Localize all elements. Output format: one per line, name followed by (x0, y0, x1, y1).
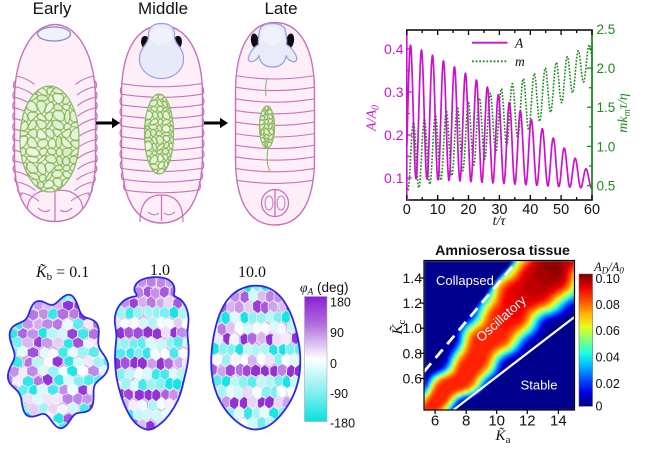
svg-text:Collapsed: Collapsed (436, 273, 494, 288)
svg-text:0.06: 0.06 (596, 324, 620, 338)
svg-text:Stable: Stable (521, 378, 558, 393)
svg-text:2.0: 2.0 (597, 61, 616, 76)
svg-text:0.4: 0.4 (384, 41, 404, 57)
svg-text:1.4: 1.4 (403, 270, 423, 286)
svg-text:K̃b = 0.1: K̃b = 0.1 (35, 263, 89, 283)
svg-text:180: 180 (330, 295, 351, 309)
svg-text:0.6: 0.6 (403, 370, 423, 386)
svg-text:8: 8 (462, 413, 470, 430)
svg-text:14: 14 (550, 413, 567, 430)
svg-text:1.0: 1.0 (597, 139, 616, 154)
svg-text:10.0: 10.0 (238, 264, 266, 281)
svg-text:Amnioserosa tissue: Amnioserosa tissue (435, 243, 570, 259)
svg-text:0.10: 0.10 (596, 272, 620, 286)
svg-text:K̃c: K̃c (390, 319, 408, 335)
svg-text:-180: -180 (330, 417, 355, 431)
svg-text:A: A (514, 36, 524, 51)
svg-text:0: 0 (403, 202, 411, 218)
svg-text:0.1: 0.1 (384, 170, 404, 186)
svg-text:12: 12 (519, 413, 536, 430)
svg-text:6: 6 (431, 413, 439, 430)
svg-text:10: 10 (488, 413, 505, 430)
svg-text:1.0: 1.0 (150, 262, 170, 279)
svg-text:-90: -90 (330, 387, 348, 401)
svg-text:40: 40 (522, 202, 538, 218)
svg-text:0.08: 0.08 (596, 298, 620, 312)
svg-text:0.02: 0.02 (596, 377, 620, 391)
svg-text:0: 0 (330, 357, 337, 371)
svg-text:1.2: 1.2 (403, 295, 423, 311)
svg-text:20: 20 (460, 202, 476, 218)
svg-text:10: 10 (430, 202, 446, 218)
svg-text:1.0: 1.0 (403, 320, 423, 336)
svg-text:0.5: 0.5 (597, 179, 616, 194)
svg-text:90: 90 (330, 326, 344, 340)
svg-text:m: m (515, 54, 525, 69)
svg-text:0: 0 (596, 400, 603, 414)
svg-text:t/τ: t/τ (493, 214, 507, 229)
svg-text:A/A0: A/A0 (365, 105, 382, 132)
svg-text:50: 50 (553, 202, 569, 218)
svg-text:Early: Early (33, 0, 72, 18)
svg-text:1.5: 1.5 (597, 100, 616, 115)
svg-text:mkmτ/η: mkmτ/η (616, 93, 633, 132)
svg-text:60: 60 (584, 202, 600, 218)
svg-text:AD/A0: AD/A0 (593, 260, 624, 276)
svg-text:Middle: Middle (138, 0, 188, 18)
svg-text:0.8: 0.8 (403, 345, 423, 361)
svg-text:0.3: 0.3 (384, 84, 404, 100)
svg-text:2.5: 2.5 (597, 22, 616, 37)
svg-text:K̃a: K̃a (495, 428, 511, 446)
svg-text:0.2: 0.2 (384, 127, 404, 143)
svg-text:0.04: 0.04 (596, 351, 620, 365)
svg-text:30: 30 (491, 202, 507, 218)
svg-text:Late: Late (264, 0, 297, 18)
